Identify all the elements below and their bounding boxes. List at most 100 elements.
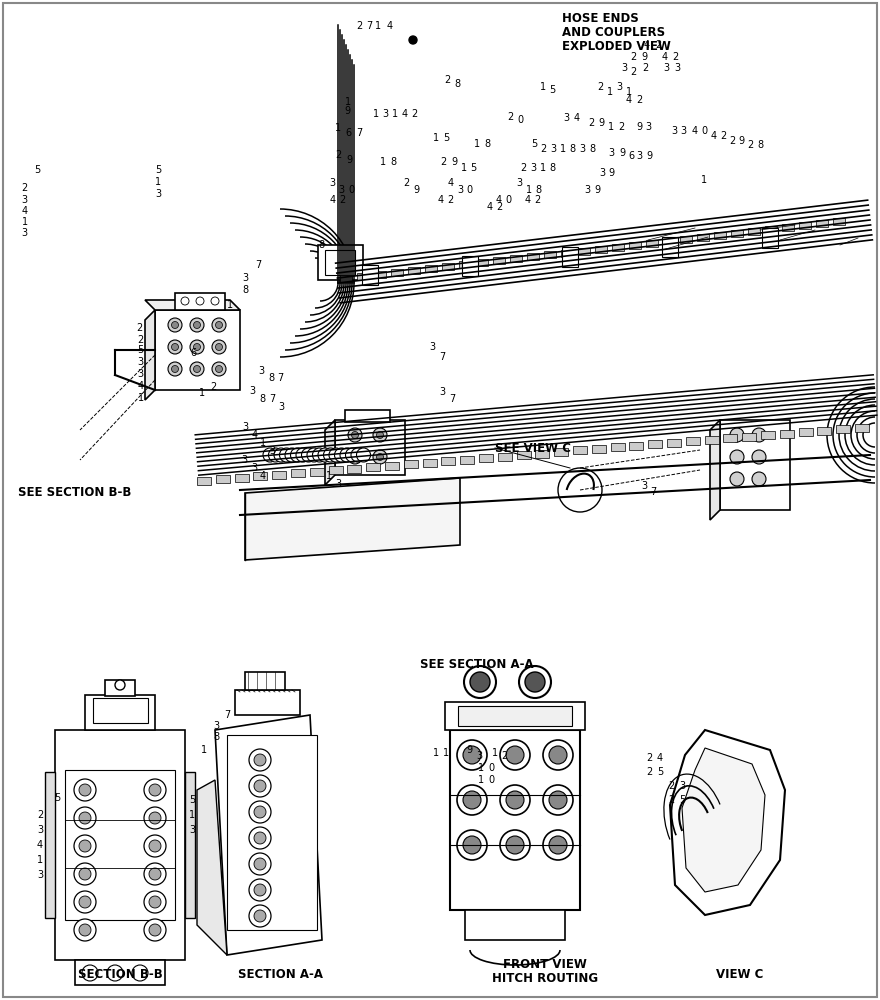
Text: 9: 9 xyxy=(739,136,744,146)
Text: 1: 1 xyxy=(434,748,439,758)
Text: 4: 4 xyxy=(330,195,335,205)
Circle shape xyxy=(324,448,338,462)
Text: 5: 5 xyxy=(33,165,40,175)
Text: 2: 2 xyxy=(655,40,662,50)
Text: 1: 1 xyxy=(433,133,438,143)
Text: 7: 7 xyxy=(649,487,656,497)
Bar xyxy=(235,690,300,715)
Bar xyxy=(185,772,195,918)
Text: 4: 4 xyxy=(252,430,257,440)
Text: 4: 4 xyxy=(525,195,531,205)
Text: 8: 8 xyxy=(455,79,460,89)
Bar xyxy=(450,730,580,910)
Text: 5: 5 xyxy=(656,767,664,777)
Bar xyxy=(761,431,775,439)
Circle shape xyxy=(144,807,166,829)
Text: AND COUPLERS: AND COUPLERS xyxy=(562,25,665,38)
Circle shape xyxy=(730,472,744,486)
Circle shape xyxy=(115,680,125,690)
Text: 2: 2 xyxy=(668,781,675,791)
Circle shape xyxy=(79,840,91,852)
Circle shape xyxy=(290,448,304,462)
Circle shape xyxy=(149,896,161,908)
Text: 1: 1 xyxy=(608,122,613,132)
Text: 7: 7 xyxy=(439,352,446,362)
Circle shape xyxy=(254,858,266,870)
Text: 2: 2 xyxy=(411,109,418,119)
Circle shape xyxy=(285,448,299,462)
Circle shape xyxy=(249,775,271,797)
Text: SEE SECTION B-B: SEE SECTION B-B xyxy=(18,486,131,498)
Text: 3: 3 xyxy=(22,195,27,205)
Text: 3: 3 xyxy=(599,168,605,178)
Text: 3: 3 xyxy=(330,178,335,188)
Circle shape xyxy=(525,672,545,692)
Text: 0: 0 xyxy=(488,763,494,773)
Circle shape xyxy=(172,365,179,372)
Bar xyxy=(748,228,760,235)
Bar xyxy=(408,267,420,274)
Circle shape xyxy=(254,754,266,766)
Circle shape xyxy=(351,454,358,460)
Circle shape xyxy=(500,740,530,770)
Bar xyxy=(799,222,811,229)
Circle shape xyxy=(211,297,219,305)
Circle shape xyxy=(149,840,161,852)
Text: 1: 1 xyxy=(561,144,566,154)
Circle shape xyxy=(373,450,387,464)
Text: 3: 3 xyxy=(681,126,686,136)
Circle shape xyxy=(82,965,98,981)
Circle shape xyxy=(268,448,282,462)
Circle shape xyxy=(132,965,148,981)
Text: 1: 1 xyxy=(260,438,266,448)
Text: 4: 4 xyxy=(438,195,444,205)
Circle shape xyxy=(463,791,481,809)
Circle shape xyxy=(340,448,354,462)
Text: 1: 1 xyxy=(156,177,161,187)
Text: 8: 8 xyxy=(550,163,555,173)
Circle shape xyxy=(212,362,226,376)
Text: 9: 9 xyxy=(609,168,614,178)
Text: 8: 8 xyxy=(214,732,219,742)
Text: 3: 3 xyxy=(339,185,344,195)
Text: 8: 8 xyxy=(536,185,541,195)
Text: 2: 2 xyxy=(642,63,649,73)
Bar xyxy=(459,261,471,268)
Circle shape xyxy=(212,340,226,354)
Circle shape xyxy=(280,448,294,462)
Text: 2: 2 xyxy=(37,810,43,820)
Text: 9: 9 xyxy=(451,157,457,167)
Text: 3: 3 xyxy=(383,109,388,119)
Bar xyxy=(629,242,641,249)
Bar xyxy=(362,265,378,285)
Bar xyxy=(780,430,794,438)
Circle shape xyxy=(549,791,567,809)
Circle shape xyxy=(334,448,348,462)
Polygon shape xyxy=(197,780,227,955)
Circle shape xyxy=(329,448,343,462)
Text: 3: 3 xyxy=(671,126,677,136)
Text: 2: 2 xyxy=(507,112,514,122)
Circle shape xyxy=(194,365,201,372)
Text: 1: 1 xyxy=(492,748,497,758)
Text: 3: 3 xyxy=(458,185,463,195)
Bar xyxy=(310,468,324,476)
Text: 2: 2 xyxy=(747,140,754,150)
Circle shape xyxy=(543,830,573,860)
Bar xyxy=(55,730,185,960)
Text: 7: 7 xyxy=(255,260,261,270)
Text: 1: 1 xyxy=(461,163,466,173)
Text: 1: 1 xyxy=(326,471,332,481)
Text: 4: 4 xyxy=(402,109,407,119)
Circle shape xyxy=(351,448,365,462)
Bar xyxy=(458,706,572,726)
Text: 2: 2 xyxy=(440,157,447,167)
Bar xyxy=(318,245,363,280)
Bar xyxy=(510,255,522,262)
Circle shape xyxy=(216,365,223,372)
Circle shape xyxy=(351,432,358,438)
Text: 2: 2 xyxy=(403,178,410,188)
Polygon shape xyxy=(670,730,785,915)
Bar xyxy=(422,459,436,467)
Text: 3: 3 xyxy=(252,463,257,473)
